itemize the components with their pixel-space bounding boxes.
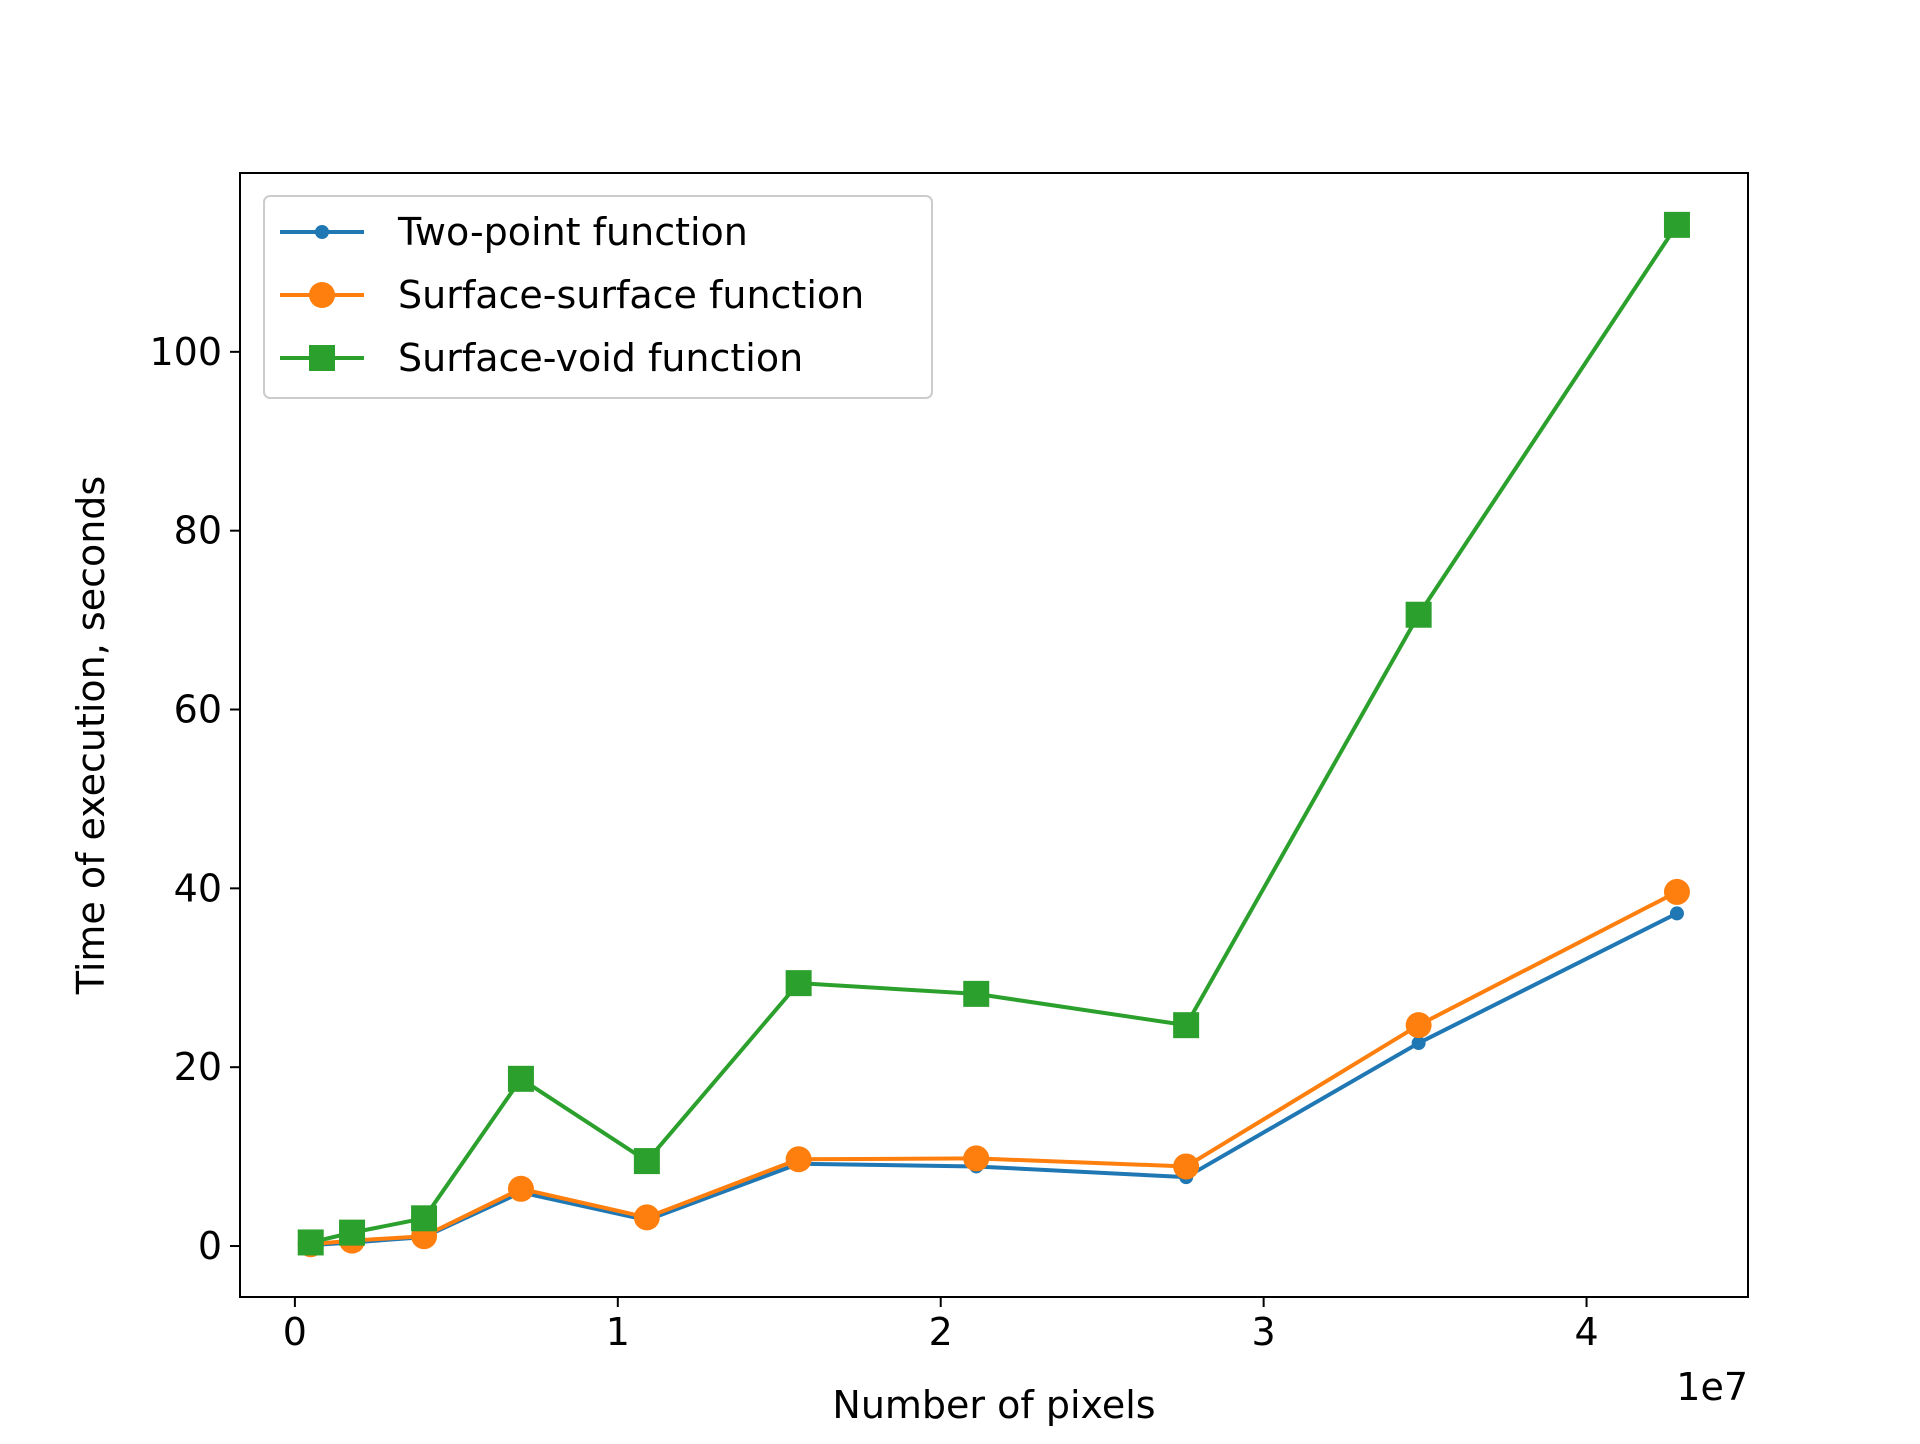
data-point <box>1173 1012 1200 1039</box>
y-tick-label: 20 <box>174 1045 222 1089</box>
data-point <box>633 1204 660 1231</box>
legend-marker <box>309 345 335 371</box>
series-3 <box>297 211 1690 1256</box>
y-axis-ticks: 0 20 40 60 80 100 <box>149 330 240 1268</box>
data-point <box>507 1065 534 1092</box>
legend-entry: Surface-surface function <box>280 273 864 317</box>
series-line <box>310 890 1678 1247</box>
data-point <box>507 1175 534 1202</box>
series-layer <box>297 211 1690 1258</box>
legend-marker <box>315 225 329 239</box>
legend-entry: Two-point function <box>280 210 748 254</box>
legend-label: Surface-void function <box>398 336 803 380</box>
data-point <box>1669 906 1684 921</box>
legend-box <box>263 195 933 399</box>
data-point <box>297 1229 324 1256</box>
x-tick-label: 2 <box>929 1310 953 1354</box>
data-point <box>633 1148 660 1175</box>
legend: Two-point function Surface-surface functi… <box>263 195 933 399</box>
y-tick-label: 80 <box>174 509 222 553</box>
data-point <box>785 970 812 997</box>
legend-label: Surface-surface function <box>398 273 864 317</box>
data-point <box>1663 878 1690 905</box>
y-tick-label: 0 <box>198 1224 222 1268</box>
x-axis-ticks: 0 1 2 3 4 <box>283 1297 1599 1354</box>
y-tick-label: 40 <box>174 866 222 910</box>
y-tick-label: 60 <box>174 688 222 732</box>
plot-frame <box>239 172 1749 1298</box>
data-point <box>1405 601 1432 628</box>
legend-label: Two-point function <box>397 210 748 254</box>
data-point <box>1663 211 1690 238</box>
data-point <box>339 1219 366 1246</box>
data-point <box>1405 1012 1432 1039</box>
data-point <box>785 1146 812 1173</box>
data-point <box>1411 1036 1426 1051</box>
y-axis-label: Time of execution, seconds <box>69 476 113 995</box>
data-point <box>1173 1153 1200 1180</box>
data-point <box>963 1145 990 1172</box>
data-point <box>411 1205 438 1232</box>
legend-marker <box>309 282 335 308</box>
data-point <box>963 980 990 1007</box>
series-line <box>310 223 1679 1245</box>
legend-entry: Surface-void function <box>280 336 803 380</box>
x-axis-offset-label: 1e7 <box>1676 1365 1748 1409</box>
x-tick-label: 1 <box>606 1310 630 1354</box>
x-tick-label: 4 <box>1574 1310 1598 1354</box>
y-tick-label: 100 <box>149 330 222 374</box>
x-tick-label: 3 <box>1252 1310 1276 1354</box>
x-axis-label: Number of pixels <box>832 1383 1155 1427</box>
x-tick-label: 0 <box>283 1310 307 1354</box>
